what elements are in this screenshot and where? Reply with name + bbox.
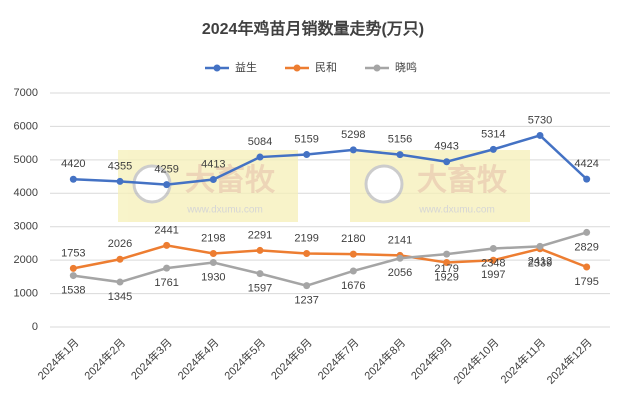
data-label: 2179 bbox=[434, 263, 458, 275]
data-point bbox=[583, 175, 591, 183]
data-label: 1676 bbox=[341, 280, 365, 292]
data-point bbox=[116, 177, 124, 185]
data-point bbox=[256, 270, 264, 278]
y-tick-label: 4000 bbox=[14, 187, 38, 199]
data-point bbox=[349, 267, 357, 275]
data-point bbox=[69, 175, 77, 183]
data-point bbox=[489, 256, 497, 264]
legend-marker bbox=[373, 64, 381, 72]
data-point bbox=[209, 250, 217, 258]
watermark-logo bbox=[364, 164, 404, 204]
data-label: 4424 bbox=[574, 158, 598, 170]
data-label: 2829 bbox=[574, 241, 598, 253]
data-label: 2026 bbox=[108, 238, 132, 250]
data-label: 1997 bbox=[481, 269, 505, 281]
data-label: 1795 bbox=[574, 276, 598, 288]
data-label: 5298 bbox=[341, 129, 365, 141]
legend-label: 益生 bbox=[235, 60, 257, 74]
data-point bbox=[489, 145, 497, 153]
data-point bbox=[116, 278, 124, 286]
data-label: 5159 bbox=[294, 133, 318, 145]
y-tick-label: 6000 bbox=[14, 120, 38, 132]
series-line bbox=[73, 134, 588, 186]
data-point bbox=[116, 255, 124, 263]
data-point bbox=[209, 258, 217, 266]
data-label: 2199 bbox=[294, 232, 318, 244]
data-label: 1597 bbox=[248, 283, 272, 295]
data-point bbox=[443, 158, 451, 166]
data-label: 1929 bbox=[434, 271, 458, 283]
data-label: 2141 bbox=[388, 234, 412, 246]
data-label: 4413 bbox=[201, 158, 225, 170]
data-label: 2180 bbox=[341, 233, 365, 245]
data-label: 2339 bbox=[528, 258, 552, 270]
data-label: 5156 bbox=[388, 134, 412, 146]
data-label: 2412 bbox=[528, 255, 552, 267]
legend-label: 晓鸣 bbox=[395, 60, 417, 74]
data-label: 2198 bbox=[201, 232, 225, 244]
legend-label: 民和 bbox=[315, 61, 337, 74]
y-tick-label: 3000 bbox=[14, 221, 38, 233]
data-point bbox=[349, 250, 357, 258]
data-label: 2056 bbox=[388, 267, 412, 279]
y-tick-label: 2000 bbox=[14, 254, 38, 266]
data-point bbox=[396, 151, 404, 159]
legend-marker bbox=[293, 64, 301, 72]
data-point bbox=[256, 246, 264, 254]
data-point bbox=[256, 153, 264, 161]
data-point bbox=[303, 282, 311, 290]
watermark-name: 大畜牧 bbox=[417, 163, 508, 197]
data-label: 2441 bbox=[154, 224, 178, 236]
data-label: 4420 bbox=[61, 158, 85, 170]
data-point bbox=[396, 254, 404, 262]
data-label: 4259 bbox=[154, 164, 178, 176]
series-line bbox=[73, 244, 588, 270]
series-line bbox=[73, 231, 588, 287]
y-tick-label: 5000 bbox=[14, 154, 38, 166]
data-point bbox=[443, 250, 451, 258]
watermark-url: www.dxumu.com bbox=[186, 205, 263, 216]
data-point bbox=[349, 146, 357, 154]
data-label: 5084 bbox=[248, 136, 272, 148]
data-label: 2348 bbox=[481, 257, 505, 269]
data-point bbox=[69, 264, 77, 272]
watermark-url: www.dxumu.com bbox=[418, 205, 495, 216]
data-point bbox=[303, 249, 311, 257]
data-label: 4943 bbox=[434, 141, 458, 153]
data-point bbox=[163, 181, 171, 189]
data-point bbox=[489, 245, 497, 253]
y-tick-label: 1000 bbox=[14, 287, 38, 299]
data-point bbox=[303, 151, 311, 159]
data-point bbox=[69, 272, 77, 280]
y-tick-label: 7000 bbox=[14, 87, 38, 99]
data-point bbox=[536, 242, 544, 250]
data-label: 1761 bbox=[154, 277, 178, 289]
data-point bbox=[583, 263, 591, 271]
data-point bbox=[163, 241, 171, 249]
legend-marker bbox=[213, 64, 221, 72]
y-tick-label: 0 bbox=[32, 321, 38, 333]
data-label: 2291 bbox=[248, 229, 272, 241]
data-point bbox=[536, 131, 544, 139]
data-label: 1930 bbox=[201, 271, 225, 283]
data-label: 5314 bbox=[481, 128, 505, 140]
data-label: 5730 bbox=[528, 114, 552, 126]
data-point bbox=[443, 259, 451, 267]
data-point bbox=[583, 228, 591, 236]
data-label: 1237 bbox=[294, 295, 318, 307]
data-point bbox=[209, 175, 217, 183]
data-label: 1538 bbox=[61, 284, 85, 296]
data-label: 4355 bbox=[108, 160, 132, 172]
chart-title: 2024年鸡苗月销数量走势(万只) bbox=[202, 19, 424, 38]
data-label: 1345 bbox=[108, 291, 132, 303]
data-label: 1753 bbox=[61, 247, 85, 259]
data-point bbox=[163, 264, 171, 272]
